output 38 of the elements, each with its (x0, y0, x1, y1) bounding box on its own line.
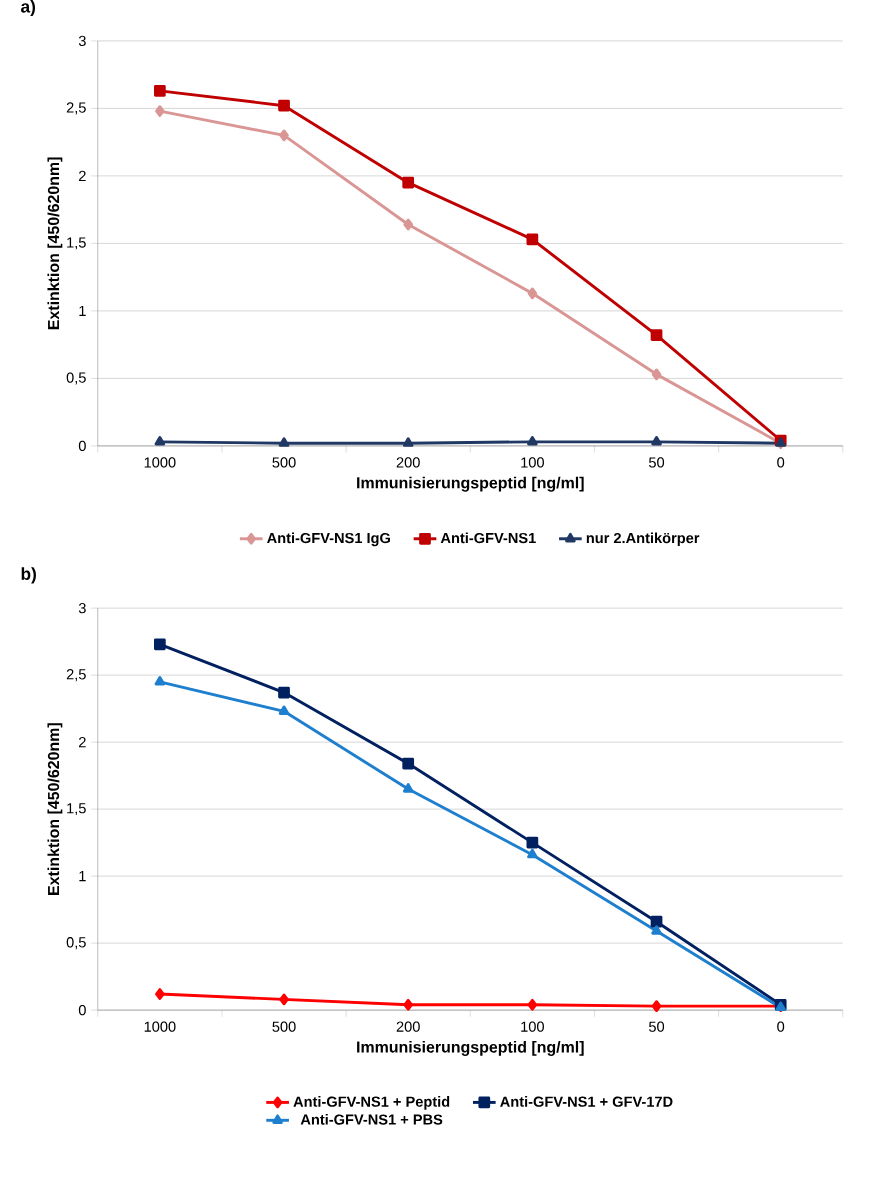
y-tick-label: 1 (79, 871, 86, 882)
legend-label: Anti-GFV-NS1 IgG (267, 532, 390, 547)
y-tick-label: 1,5 (67, 237, 86, 250)
y-tick-label: 3 (78, 35, 86, 47)
y-tick-label: 0 (78, 440, 86, 452)
y-tick-label: 2,5 (66, 669, 86, 682)
y-tick-label: 3 (78, 602, 86, 614)
x-tick-label: 100 (521, 1021, 544, 1032)
x-tick-label: 500 (272, 457, 296, 468)
legend-label: Anti-GFV-NS1 + PBS (300, 1114, 443, 1125)
x-axis-title: Immunisierungspeptid [ng/ml] (357, 1040, 584, 1056)
y-tick-label: 2,5 (66, 102, 86, 115)
x-tick-label: 1000 (144, 1021, 176, 1032)
x-tick-label: 100 (521, 457, 544, 468)
y-tick-label: 0,5 (66, 372, 86, 385)
x-tick-label: 0 (777, 1021, 785, 1032)
legend-label: nur 2.Antikörper (586, 532, 700, 547)
x-tick-label: 500 (272, 1021, 296, 1032)
legend-label: Anti-GFV-NS1 (440, 532, 536, 544)
x-tick-label: 1000 (144, 457, 176, 468)
y-tick-label: 1 (79, 305, 86, 316)
x-tick-label: 50 (648, 1021, 665, 1032)
x-tick-label: 50 (648, 457, 665, 468)
y-tick-label: 0,5 (66, 937, 86, 950)
y-axis-title: Extinktion [450/620nm] (47, 157, 63, 330)
y-tick-label: 2 (79, 170, 86, 181)
chart-title: b) (21, 567, 36, 584)
legend-label: Anti-GFV-NS1 + GFV-17D (500, 1096, 673, 1107)
y-tick-label: 2 (79, 737, 86, 748)
x-axis-title: Immunisierungspeptid [ng/ml] (357, 476, 584, 492)
y-tick-label: 0 (78, 1004, 86, 1016)
y-tick-label: 1,5 (67, 803, 86, 816)
y-axis-title: Extinktion [450/620nm] (47, 723, 63, 895)
legend-label: Anti-GFV-NS1 + Peptid (293, 1096, 450, 1110)
chart-title: a) (21, 0, 36, 17)
x-tick-label: 200 (396, 457, 420, 468)
x-tick-label: 0 (777, 457, 785, 468)
x-tick-label: 200 (396, 1021, 420, 1032)
